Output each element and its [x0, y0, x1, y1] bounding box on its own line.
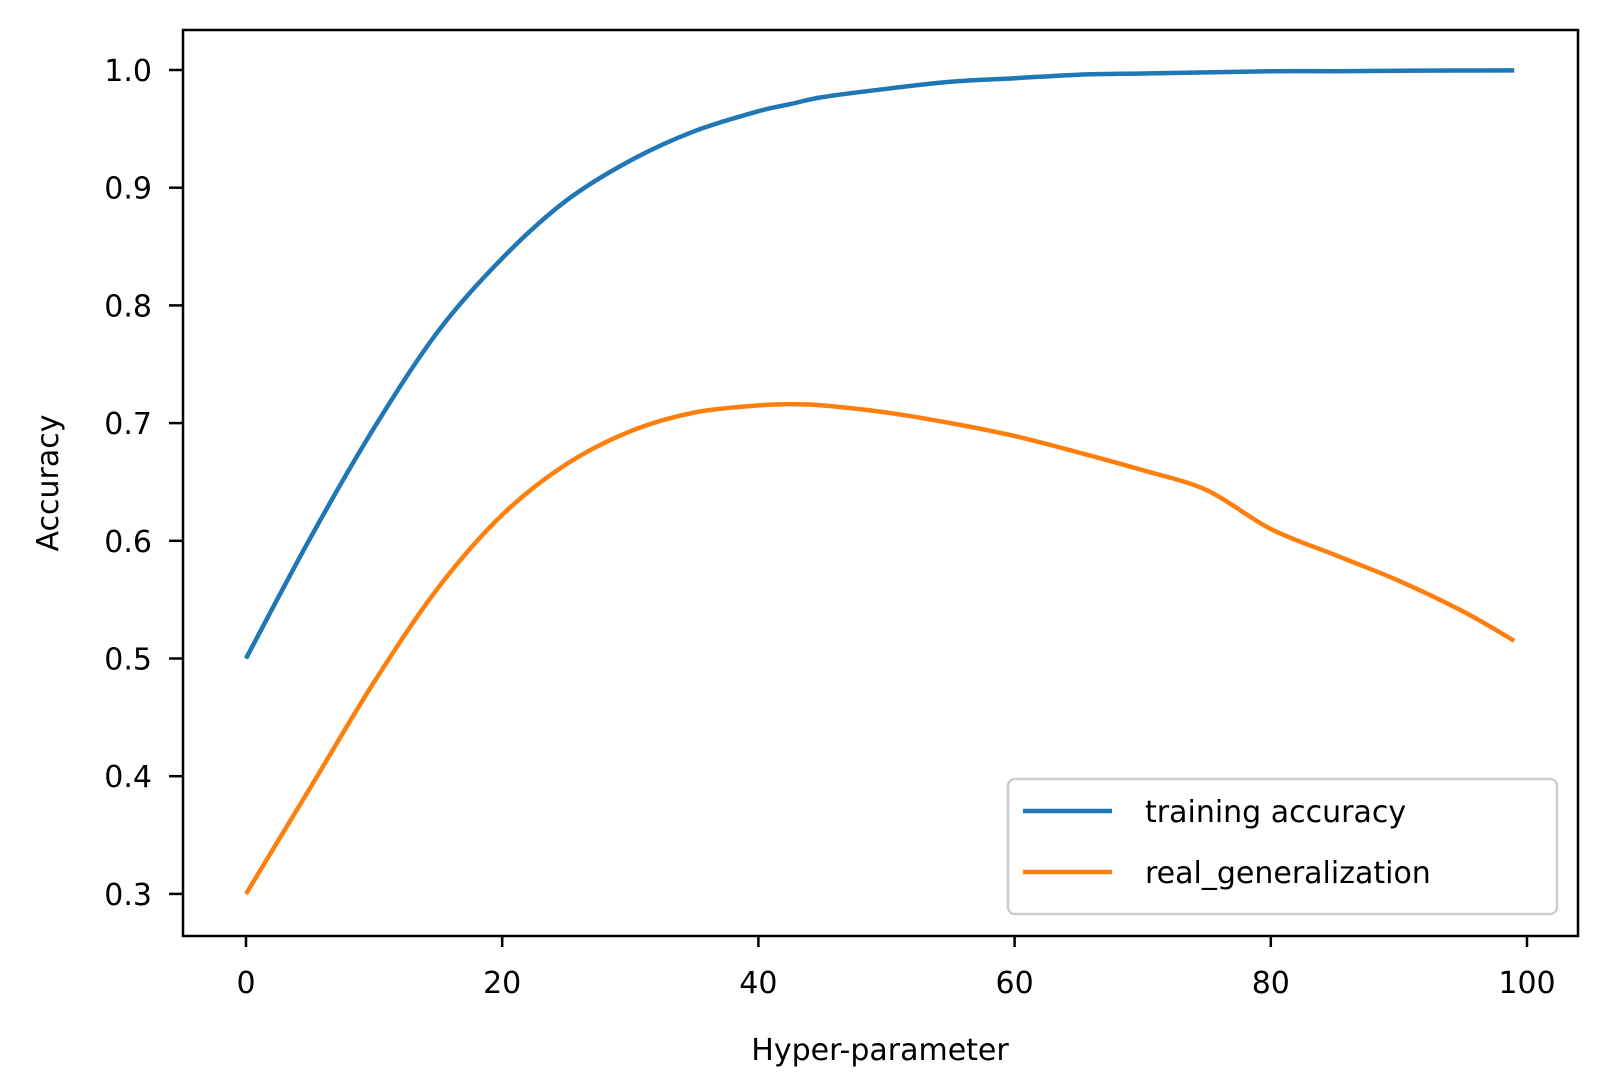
series-line-training-accuracy [244, 68, 1515, 660]
y-tick-label: 0.5 [104, 643, 152, 678]
y-tick-label: 0.4 [104, 760, 152, 795]
y-tick-label: 1.0 [104, 54, 152, 89]
y-tick-label: 0.9 [104, 172, 152, 207]
x-axis: 0 20 40 60 80 100 [236, 936, 1556, 1001]
y-tick-label: 0.3 [104, 878, 152, 913]
plot-area [244, 68, 1516, 896]
x-tick-label: 60 [996, 966, 1034, 1001]
x-tick-label: 20 [483, 966, 521, 1001]
x-tick-label: 80 [1252, 966, 1290, 1001]
legend-box [1006, 777, 1559, 916]
series-line-real-generalization [244, 402, 1516, 896]
x-axis-label: Hyper-parameter [751, 1033, 1009, 1068]
x-tick-label: 0 [236, 966, 255, 1001]
y-tick-label: 0.8 [104, 289, 152, 324]
y-axis-label: Accuracy [31, 415, 66, 552]
legend: training accuracy real_generalization [1006, 777, 1559, 916]
legend-label-training-accuracy: training accuracy [1145, 795, 1406, 830]
x-tick-label: 100 [1498, 966, 1555, 1001]
legend-label-real-generalization: real_generalization [1145, 856, 1431, 891]
axes-frame [181, 28, 1580, 938]
y-axis: 0.3 0.4 0.5 0.6 0.7 0.8 0.9 1.0 [104, 54, 183, 913]
y-tick-label: 0.7 [104, 407, 152, 442]
y-tick-label: 0.6 [104, 525, 152, 560]
x-tick-label: 40 [739, 966, 777, 1001]
